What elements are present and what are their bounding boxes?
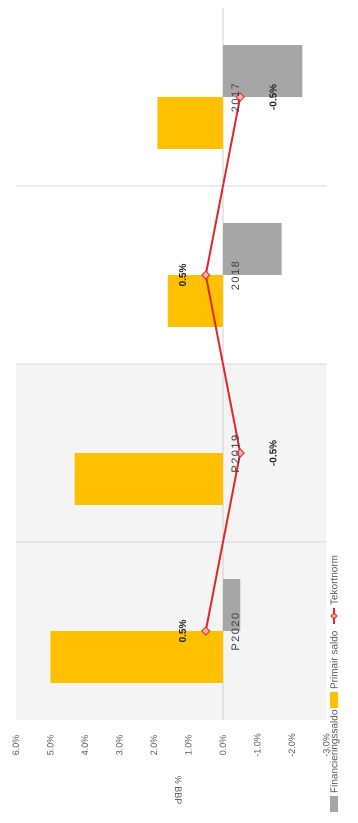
legend-item-financieringssaldo: Financieringssaldo xyxy=(330,709,341,812)
category-label-2018: 2018 xyxy=(230,260,242,290)
data-label-2018: 0.5% xyxy=(178,263,189,286)
category-label-2017: 2017 xyxy=(230,82,242,112)
tick-label: -3.0% xyxy=(322,733,332,757)
category-label-p2019: P2019 xyxy=(230,433,242,472)
value-axis-ticks: 6.0% 5.0% 4.0% 3.0% 2.0% 1.0% 0.0% -1.0% -2.0% -3… xyxy=(11,733,332,757)
legend-swatch-primair-saldo xyxy=(330,692,338,708)
tick-label: -1.0% xyxy=(253,733,263,757)
tick-label: 0.0% xyxy=(218,735,228,756)
tekortnorm-marker-2017 xyxy=(235,92,245,102)
data-label-p2020: 0.5% xyxy=(178,619,189,642)
legend-item-primair-saldo: Primair saldo xyxy=(330,630,341,708)
tick-label: 5.0% xyxy=(46,735,56,756)
tick-label: -2.0% xyxy=(287,733,297,757)
tekortnorm-marker-p2019 xyxy=(235,448,245,458)
data-labels: -0.5% 0.5% -0.5% 0.5% xyxy=(178,84,280,643)
tick-label: 1.0% xyxy=(184,735,194,756)
data-label-p2019: -0.5% xyxy=(268,440,279,466)
tekortnorm-polyline xyxy=(204,96,242,632)
legend-swatch-financieringssaldo xyxy=(330,796,338,812)
bars xyxy=(50,45,303,683)
tick-label: 3.0% xyxy=(115,735,125,756)
tick-label: 6.0% xyxy=(11,735,21,756)
bar-primair-saldo-p2020 xyxy=(50,631,223,683)
legend-label-financieringssaldo: Financieringssaldo xyxy=(330,709,341,793)
legend-label-primair-saldo: Primair saldo xyxy=(330,630,341,689)
legend-label-tekortnorm: Tekortnorm xyxy=(330,555,341,605)
bar-financieringssaldo-p2020 xyxy=(223,579,241,631)
bar-primair-saldo-2017 xyxy=(157,97,223,149)
category-label-p2020: P2020 xyxy=(230,611,242,650)
legend: Financieringssaldo Primair saldo Tekortnor… xyxy=(330,555,341,812)
tekortnorm-line xyxy=(201,92,245,636)
bar-financieringssaldo-2018 xyxy=(223,223,282,275)
value-axis-title: % BBP xyxy=(173,776,183,805)
legend-item-tekortnorm: Tekortnorm xyxy=(330,555,341,624)
category-labels: 2017 2018 P2019 P2020 xyxy=(230,82,242,651)
tick-label: 4.0% xyxy=(80,735,90,756)
data-label-2017: -0.5% xyxy=(268,84,279,110)
tick-label: 2.0% xyxy=(149,735,159,756)
bar-primair-saldo-p2019 xyxy=(74,453,224,505)
legend-swatch-marker xyxy=(330,612,338,620)
tekortnorm-marker-2018 xyxy=(201,270,211,280)
tekortnorm-marker-p2020 xyxy=(201,626,211,636)
bar-financieringssaldo-2017 xyxy=(223,45,303,97)
